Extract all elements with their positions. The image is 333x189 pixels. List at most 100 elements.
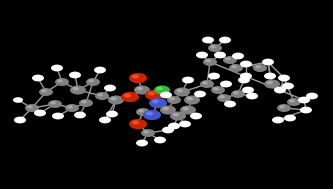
Circle shape bbox=[276, 88, 281, 90]
Circle shape bbox=[53, 66, 58, 68]
Circle shape bbox=[240, 73, 252, 79]
Circle shape bbox=[124, 93, 131, 98]
Circle shape bbox=[97, 93, 103, 96]
Circle shape bbox=[65, 104, 79, 112]
Circle shape bbox=[149, 98, 167, 108]
Circle shape bbox=[13, 97, 23, 103]
Circle shape bbox=[242, 87, 254, 93]
Circle shape bbox=[108, 112, 113, 114]
Circle shape bbox=[264, 60, 269, 62]
Circle shape bbox=[287, 98, 301, 106]
Circle shape bbox=[194, 91, 206, 97]
Circle shape bbox=[210, 45, 216, 48]
Circle shape bbox=[111, 97, 117, 101]
Circle shape bbox=[70, 85, 86, 94]
Circle shape bbox=[264, 73, 276, 79]
Circle shape bbox=[48, 100, 62, 108]
Circle shape bbox=[74, 112, 86, 118]
Circle shape bbox=[132, 120, 139, 125]
Circle shape bbox=[174, 88, 190, 97]
Circle shape bbox=[54, 114, 59, 116]
Circle shape bbox=[160, 92, 172, 98]
Circle shape bbox=[25, 104, 39, 112]
Circle shape bbox=[224, 101, 236, 107]
Circle shape bbox=[203, 58, 217, 66]
Circle shape bbox=[272, 117, 284, 123]
Circle shape bbox=[229, 64, 243, 72]
Circle shape bbox=[138, 109, 144, 112]
Circle shape bbox=[51, 65, 63, 71]
Circle shape bbox=[94, 67, 106, 73]
Circle shape bbox=[279, 105, 285, 108]
Circle shape bbox=[152, 99, 159, 104]
Circle shape bbox=[164, 128, 169, 130]
Circle shape bbox=[182, 107, 189, 110]
Circle shape bbox=[106, 86, 111, 88]
Circle shape bbox=[138, 141, 143, 143]
Circle shape bbox=[132, 74, 139, 78]
Circle shape bbox=[55, 78, 69, 86]
Circle shape bbox=[226, 102, 231, 104]
Circle shape bbox=[253, 64, 267, 72]
Circle shape bbox=[129, 73, 147, 83]
Circle shape bbox=[286, 116, 291, 118]
Circle shape bbox=[69, 72, 81, 78]
Circle shape bbox=[143, 130, 149, 133]
Circle shape bbox=[219, 95, 225, 98]
Circle shape bbox=[181, 122, 186, 124]
Circle shape bbox=[211, 86, 225, 94]
Circle shape bbox=[96, 68, 101, 70]
Circle shape bbox=[240, 78, 245, 80]
Circle shape bbox=[210, 74, 215, 76]
Circle shape bbox=[106, 111, 118, 117]
Circle shape bbox=[284, 115, 296, 121]
Circle shape bbox=[162, 93, 167, 95]
Circle shape bbox=[79, 99, 93, 107]
Circle shape bbox=[213, 87, 219, 90]
Circle shape bbox=[242, 62, 247, 64]
Circle shape bbox=[143, 110, 161, 120]
Circle shape bbox=[205, 59, 211, 62]
Circle shape bbox=[179, 121, 191, 127]
Circle shape bbox=[137, 87, 143, 91]
Circle shape bbox=[248, 94, 253, 96]
Circle shape bbox=[222, 82, 227, 84]
Circle shape bbox=[242, 74, 247, 76]
Circle shape bbox=[300, 107, 312, 113]
Circle shape bbox=[108, 95, 124, 105]
Circle shape bbox=[262, 59, 274, 65]
Circle shape bbox=[141, 129, 155, 137]
Circle shape bbox=[67, 105, 73, 108]
Circle shape bbox=[41, 89, 47, 92]
Circle shape bbox=[50, 101, 56, 104]
Circle shape bbox=[36, 111, 41, 113]
Circle shape bbox=[95, 92, 109, 100]
Circle shape bbox=[76, 113, 81, 115]
Circle shape bbox=[99, 117, 111, 123]
Circle shape bbox=[223, 56, 237, 64]
Circle shape bbox=[208, 73, 220, 79]
Circle shape bbox=[182, 77, 194, 83]
Circle shape bbox=[274, 87, 286, 93]
Circle shape bbox=[167, 96, 181, 104]
Circle shape bbox=[240, 61, 252, 67]
Circle shape bbox=[196, 52, 208, 58]
Circle shape bbox=[298, 97, 310, 103]
Circle shape bbox=[302, 108, 307, 110]
Circle shape bbox=[266, 74, 271, 76]
Circle shape bbox=[192, 114, 197, 116]
Circle shape bbox=[289, 99, 295, 102]
Circle shape bbox=[34, 76, 39, 78]
Circle shape bbox=[15, 98, 19, 100]
Circle shape bbox=[136, 140, 148, 146]
Circle shape bbox=[219, 37, 231, 43]
Circle shape bbox=[148, 91, 155, 95]
Circle shape bbox=[184, 95, 200, 105]
Circle shape bbox=[238, 77, 250, 83]
Circle shape bbox=[282, 83, 294, 89]
Circle shape bbox=[170, 124, 175, 126]
Circle shape bbox=[88, 79, 94, 82]
Circle shape bbox=[57, 79, 63, 82]
Circle shape bbox=[184, 78, 189, 80]
Circle shape bbox=[101, 118, 106, 120]
